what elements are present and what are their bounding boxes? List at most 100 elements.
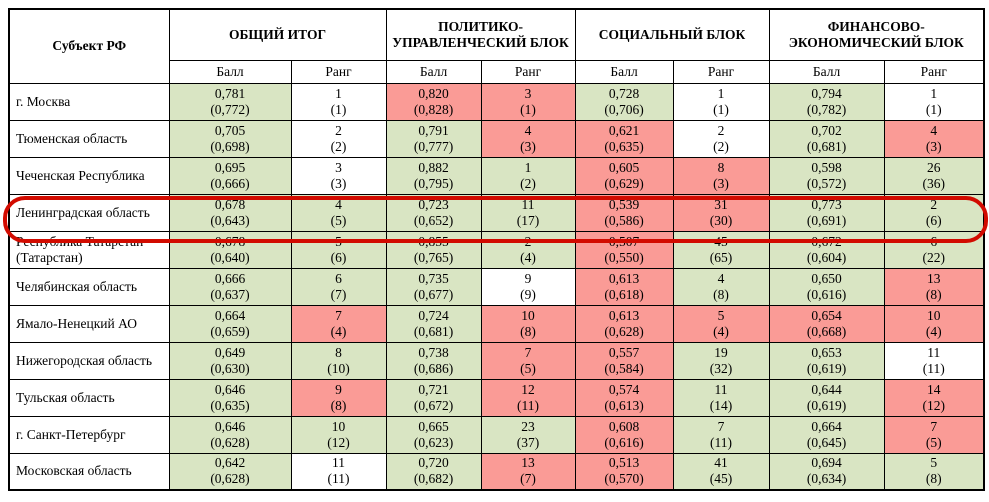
score-cell: 0,621 (0,635) bbox=[574, 119, 674, 158]
previous-value: (0,572) bbox=[806, 175, 847, 191]
score-cell: 0,694 (0,634) bbox=[768, 452, 885, 491]
previous-value: (65) bbox=[709, 249, 733, 265]
previous-value: (6) bbox=[330, 249, 347, 265]
current-value: 0,539 bbox=[608, 196, 640, 212]
previous-value: (0,616) bbox=[604, 434, 644, 450]
score-cell: 0,642 (0,628) bbox=[168, 452, 292, 491]
region-name: Тюменская область bbox=[8, 119, 170, 158]
score-cell: 0,654 (0,668) bbox=[768, 304, 885, 343]
current-value: 0,507 bbox=[608, 233, 640, 249]
previous-value: (11) bbox=[327, 471, 350, 487]
table-row: Республика Татарстан (Татарстан) 0,678 (0,… bbox=[8, 230, 985, 269]
previous-value: (3) bbox=[925, 138, 942, 154]
current-value: 4 bbox=[717, 270, 725, 286]
current-value: 0,820 bbox=[418, 85, 449, 101]
current-value: 1 bbox=[930, 85, 938, 101]
rating-table-wrapper: Субъект РФ ОБЩИЙ ИТОГ ПОЛИТИКО-УПРАВЛЕНЧ… bbox=[3, 8, 989, 491]
table-header-row: Субъект РФ ОБЩИЙ ИТОГ ПОЛИТИКО-УПРАВЛЕНЧ… bbox=[8, 8, 985, 84]
score-cell: 0,794 (0,782) bbox=[768, 82, 885, 121]
previous-value: (12) bbox=[922, 397, 946, 413]
rank-cell: 1 (1) bbox=[883, 82, 985, 121]
region-name: г. Санкт-Петербург bbox=[8, 415, 170, 454]
rank-cell: 1 (1) bbox=[672, 82, 770, 121]
region-name: Нижегородская область bbox=[8, 341, 170, 380]
previous-value: (4) bbox=[520, 249, 536, 265]
previous-value: (1) bbox=[925, 101, 942, 117]
table-row: Тюменская область 0,705 (0,698) 2 (2) 0,791 (0… bbox=[8, 119, 985, 158]
current-value: 0,605 bbox=[608, 159, 640, 175]
current-value: 0,794 bbox=[811, 85, 842, 101]
score-cell: 0,646 (0,635) bbox=[168, 378, 292, 417]
previous-value: (4) bbox=[713, 323, 729, 339]
previous-value: (0,772) bbox=[210, 101, 250, 117]
score-cell: 0,664 (0,645) bbox=[768, 415, 885, 454]
current-value: 0,664 bbox=[811, 418, 842, 434]
subheader-rank: Ранг bbox=[480, 59, 576, 84]
column-group-financial-economic: ФИНАНСОВО-ЭКОНОМИЧЕСКИЙ БЛОК bbox=[768, 8, 985, 61]
current-value: 9 bbox=[524, 270, 532, 286]
current-value: 0,694 bbox=[811, 455, 842, 471]
previous-value: (0,584) bbox=[604, 360, 644, 376]
subheader-score: Балл bbox=[574, 59, 674, 84]
previous-value: (2) bbox=[520, 175, 536, 191]
current-value: 1 bbox=[717, 85, 725, 101]
current-value: 0,649 bbox=[214, 344, 246, 360]
subheader-rank: Ранг bbox=[883, 59, 985, 84]
rank-cell: 2 (6) bbox=[883, 193, 985, 232]
subheader-score: Балл bbox=[768, 59, 885, 84]
rank-cell: 5 (8) bbox=[883, 452, 985, 491]
previous-value: (0,652) bbox=[413, 212, 454, 228]
current-value: 0,665 bbox=[418, 418, 449, 434]
previous-value: (0,635) bbox=[604, 138, 644, 154]
previous-value: (11) bbox=[922, 360, 945, 376]
current-value: 26 bbox=[927, 159, 941, 175]
previous-value: (0,666) bbox=[210, 175, 250, 191]
table-row: Нижегородская область 0,649 (0,630) 8 (10) 0,… bbox=[8, 341, 985, 380]
score-cell: 0,666 (0,637) bbox=[168, 267, 292, 306]
previous-value: (0,677) bbox=[413, 286, 454, 302]
current-value: 0,855 bbox=[418, 233, 449, 249]
current-value: 0,608 bbox=[608, 418, 640, 434]
current-value: 9 bbox=[335, 381, 342, 397]
current-value: 7 bbox=[524, 344, 532, 360]
current-value: 0,702 bbox=[811, 122, 842, 138]
current-value: 3 bbox=[524, 85, 532, 101]
previous-value: (4) bbox=[925, 323, 942, 339]
score-cell: 0,720 (0,682) bbox=[385, 452, 482, 491]
previous-value: (0,691) bbox=[806, 212, 847, 228]
current-value: 5 bbox=[930, 455, 938, 471]
previous-value: (45) bbox=[709, 471, 733, 487]
rank-cell: 9 (8) bbox=[290, 378, 387, 417]
current-value: 11 bbox=[927, 344, 941, 360]
table-subheader-row: Балл Ранг Балл Ранг Балл Ранг Балл Ранг bbox=[9, 59, 985, 84]
region-name: Республика Татарстан (Татарстан) bbox=[8, 230, 170, 269]
current-value: 0,705 bbox=[214, 122, 246, 138]
current-value: 0,654 bbox=[811, 307, 842, 323]
current-value: 11 bbox=[714, 381, 728, 397]
score-cell: 0,728 (0,706) bbox=[574, 82, 674, 121]
rank-cell: 6 (7) bbox=[290, 267, 387, 306]
current-value: 11 bbox=[521, 196, 535, 212]
current-value: 0,678 bbox=[214, 196, 246, 212]
previous-value: (0,682) bbox=[413, 471, 454, 487]
score-cell: 0,781 (0,772) bbox=[168, 82, 292, 121]
previous-value: (0,613) bbox=[604, 397, 644, 413]
score-cell: 0,608 (0,616) bbox=[574, 415, 674, 454]
current-value: 0,642 bbox=[214, 455, 246, 471]
rank-cell: 23 (37) bbox=[480, 415, 576, 454]
previous-value: (0,659) bbox=[210, 323, 250, 339]
current-value: 2 bbox=[524, 233, 532, 249]
previous-value: (0,668) bbox=[806, 323, 847, 339]
previous-value: (1) bbox=[713, 101, 729, 117]
table-row: Ямало-Ненецкий АО 0,664 (0,659) 7 (4) 0,724 (0… bbox=[8, 304, 985, 343]
current-value: 0,672 bbox=[811, 233, 842, 249]
previous-value: (0,604) bbox=[806, 249, 847, 265]
current-value: 12 bbox=[521, 381, 535, 397]
column-group-overall: ОБЩИЙ ИТОГ bbox=[168, 8, 387, 61]
rank-cell: 3 (1) bbox=[480, 82, 576, 121]
current-value: 10 bbox=[331, 418, 346, 434]
score-cell: 0,650 (0,616) bbox=[768, 267, 885, 306]
previous-value: (37) bbox=[516, 434, 540, 450]
rank-cell: 13 (7) bbox=[480, 452, 576, 491]
rank-cell: 6 (22) bbox=[883, 230, 985, 269]
